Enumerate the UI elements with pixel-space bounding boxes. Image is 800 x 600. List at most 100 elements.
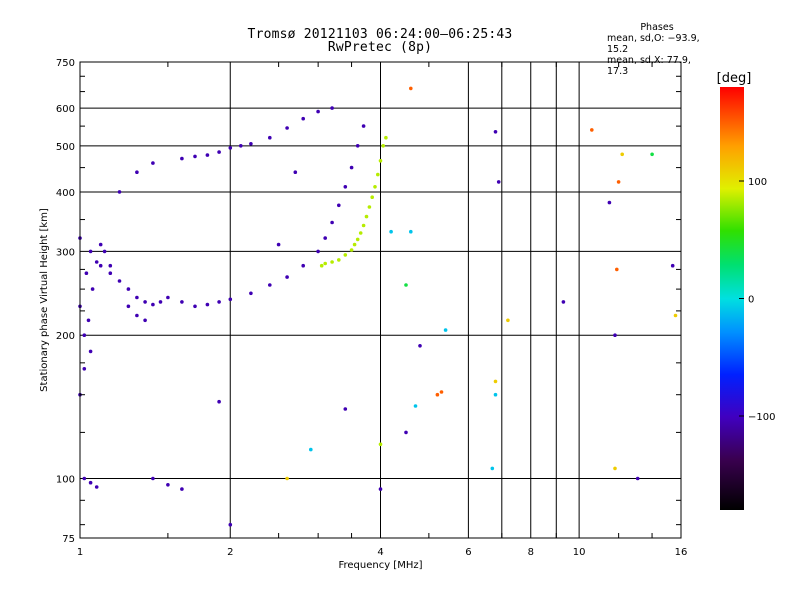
data-point — [343, 253, 348, 257]
data-point — [285, 275, 289, 279]
y-axis-label: Stationary phase Virtual Height [km] — [39, 208, 50, 392]
colorbar-tick-label: −100 — [748, 412, 775, 423]
data-point — [490, 466, 495, 471]
chart-subtitle: RwPretec (8p) — [327, 40, 433, 55]
data-point — [151, 302, 155, 307]
data-point — [590, 128, 594, 132]
data-point — [88, 480, 93, 485]
data-point — [650, 152, 654, 157]
colorbar-label: [deg] — [717, 71, 752, 86]
data-point — [86, 318, 91, 323]
data-point — [84, 271, 89, 276]
data-point — [135, 295, 139, 300]
colorbar-tick-label: 100 — [748, 177, 767, 188]
data-point — [361, 223, 366, 228]
data-point — [323, 236, 328, 240]
data-point — [151, 476, 155, 481]
y-tick-label: 200 — [56, 331, 75, 342]
y-tick-label: 500 — [56, 142, 75, 153]
data-point — [409, 86, 413, 91]
x-tick-label: 6 — [465, 547, 471, 558]
data-point — [673, 313, 678, 318]
data-point — [330, 220, 334, 225]
data-point — [355, 144, 360, 148]
data-point — [301, 116, 306, 121]
data-point — [378, 487, 383, 491]
data-point — [268, 283, 272, 287]
data-point — [117, 190, 122, 194]
y-tick-label: 400 — [56, 188, 75, 199]
data-point — [615, 267, 619, 272]
phase-stats-heading: Phases — [640, 22, 674, 33]
data-point — [349, 248, 354, 252]
chart-title: Tromsø 20121103 06:24:00–06:25:43 — [247, 27, 513, 42]
data-point — [98, 263, 103, 268]
data-point — [443, 328, 448, 332]
data-point — [506, 318, 510, 323]
data-point — [228, 297, 233, 302]
data-point — [98, 242, 103, 247]
data-point — [151, 161, 155, 165]
y-tick-label: 100 — [56, 475, 75, 486]
data-point — [276, 242, 281, 247]
data-point — [88, 349, 93, 354]
data-point — [316, 109, 320, 114]
data-point — [143, 300, 147, 304]
data-point — [343, 185, 348, 189]
data-point — [349, 165, 354, 170]
data-point — [381, 144, 386, 148]
axis-ticks: 1 2 4 6 8 10 16 75 100 200 300 400 500 600 750 — [56, 58, 687, 558]
data-point — [205, 302, 210, 307]
data-point — [413, 404, 418, 408]
data-point — [193, 154, 197, 159]
y-tick-label: 750 — [56, 58, 75, 69]
colorbar-tick-label: 0 — [748, 295, 754, 306]
data-point — [319, 263, 324, 268]
data-point — [249, 142, 253, 146]
data-point — [367, 205, 372, 209]
data-point — [337, 203, 341, 208]
data-point — [126, 287, 131, 291]
data-point — [180, 487, 184, 491]
x-axis-label: Frequency [MHz] — [338, 560, 422, 571]
data-point — [193, 304, 197, 309]
data-point — [82, 476, 87, 481]
data-point — [378, 159, 383, 163]
data-point — [607, 200, 612, 205]
data-point — [94, 485, 99, 489]
data-point — [94, 260, 99, 264]
data-point — [373, 185, 377, 189]
x-tick-label: 1 — [77, 547, 83, 558]
data-point — [102, 249, 107, 254]
data-point — [217, 150, 221, 154]
data-point — [330, 106, 334, 110]
data-point — [378, 442, 383, 447]
data-point — [323, 261, 328, 266]
phase-stats-x: mean, sd,X: 77.9, 17.3 — [607, 55, 691, 77]
data-point — [135, 313, 139, 318]
data-point — [135, 170, 139, 174]
y-tick-label: 300 — [56, 247, 75, 258]
data-point — [561, 300, 566, 304]
grid — [79, 61, 682, 539]
data-point — [613, 333, 617, 338]
data-point — [337, 258, 341, 262]
data-point — [418, 344, 422, 348]
data-point — [228, 522, 233, 527]
data-point — [355, 237, 360, 242]
data-point — [376, 172, 380, 177]
data-point — [166, 295, 170, 300]
data-point — [493, 379, 498, 384]
data-point — [301, 263, 306, 268]
data-point — [180, 300, 184, 304]
data-point — [117, 279, 122, 283]
data-point — [249, 291, 253, 296]
data-point — [293, 170, 298, 174]
data-point — [126, 304, 131, 309]
data-point — [285, 476, 289, 481]
data-point — [108, 271, 113, 276]
data-point — [330, 260, 334, 264]
data-point — [108, 263, 113, 268]
data-point — [493, 392, 498, 397]
y-tick-label: 600 — [56, 104, 75, 115]
